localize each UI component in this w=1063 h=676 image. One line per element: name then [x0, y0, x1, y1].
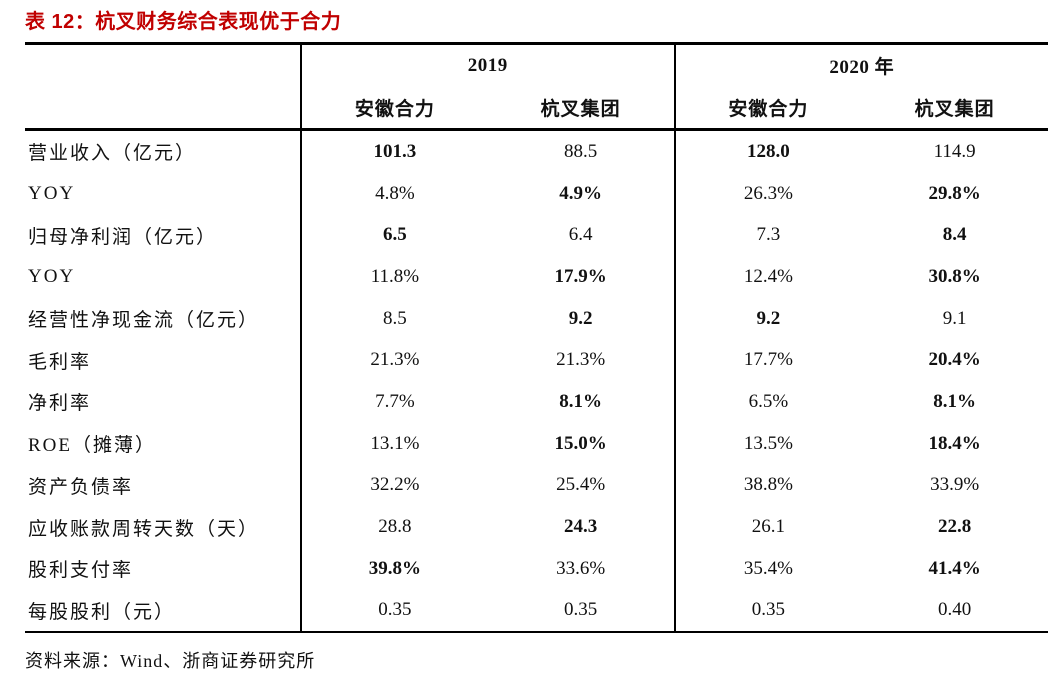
financial-comparison-table: 2019 2020 年 安徽合力 杭叉集团 安徽合力 杭叉集团 营业收入（亿元）…	[25, 42, 1049, 634]
cell-2020-heli: 13.5%	[674, 422, 862, 465]
cell-2020-hangcha: 33.9%	[861, 464, 1049, 507]
cell-2019-hangcha: 33.6%	[487, 547, 676, 590]
row-label: 应收账款周转天数（天）	[25, 506, 302, 548]
cell-2020-hangcha: 18.4%	[861, 422, 1049, 465]
cell-2019-heli: 21.3%	[301, 339, 488, 382]
cell-2019-heli: 4.8%	[301, 172, 488, 215]
cell-2020-hangcha: 20.4%	[861, 339, 1049, 382]
cell-2020-heli: 26.1	[674, 506, 862, 548]
cell-2019-hangcha: 8.1%	[487, 381, 676, 423]
cell-2020-heli: 6.5%	[674, 381, 862, 423]
cell-2019-hangcha: 4.9%	[487, 172, 676, 215]
cell-2020-heli: 128.0	[674, 129, 862, 173]
table-row: 股利支付率 39.8% 33.6% 35.4% 41.4%	[25, 547, 1049, 590]
company-header-2020-hangcha: 杭叉集团	[861, 86, 1049, 131]
table-row: 资产负债率 32.2% 25.4% 38.8% 33.9%	[25, 464, 1049, 507]
row-label: 资产负债率	[25, 464, 302, 507]
cell-2020-hangcha: 8.4	[861, 214, 1049, 257]
table-row: 经营性净现金流（亿元） 8.5 9.2 9.2 9.1	[25, 297, 1049, 340]
row-label: 经营性净现金流（亿元）	[25, 297, 302, 340]
cell-2019-hangcha: 17.9%	[487, 256, 676, 298]
cell-2019-hangcha: 25.4%	[487, 464, 676, 507]
table-row: 净利率 7.7% 8.1% 6.5% 8.1%	[25, 381, 1049, 423]
row-label: YOY	[25, 172, 302, 215]
cell-2020-hangcha: 114.9	[861, 129, 1049, 173]
cell-2019-hangcha: 6.4	[487, 214, 676, 257]
cell-2019-heli: 32.2%	[301, 464, 488, 507]
cell-2020-hangcha: 9.1	[861, 297, 1049, 340]
cell-2020-heli: 7.3	[674, 214, 862, 257]
row-label: 股利支付率	[25, 547, 302, 590]
year-header-row: 2019 2020 年	[25, 42, 1049, 86]
cell-2020-heli: 9.2	[674, 297, 862, 340]
company-header-2020-heli: 安徽合力	[674, 86, 862, 131]
table-row: ROE（摊薄） 13.1% 15.0% 13.5% 18.4%	[25, 422, 1049, 465]
table-body: 营业收入（亿元） 101.3 88.5 128.0 114.9 YOY 4.8%…	[25, 129, 1049, 634]
cell-2020-hangcha: 29.8%	[861, 172, 1049, 215]
row-label: 净利率	[25, 381, 302, 423]
cell-2020-heli: 0.35	[674, 589, 862, 634]
table-row: YOY 4.8% 4.9% 26.3% 29.8%	[25, 172, 1049, 215]
cell-2019-hangcha: 9.2	[487, 297, 676, 340]
year-header-2019: 2019	[301, 42, 676, 86]
company-header-row: 安徽合力 杭叉集团 安徽合力 杭叉集团	[25, 86, 1049, 131]
header-spacer	[25, 42, 302, 86]
table-row: 营业收入（亿元） 101.3 88.5 128.0 114.9	[25, 129, 1049, 173]
cell-2019-hangcha: 0.35	[487, 589, 676, 634]
table-title: 表 12：杭叉财务综合表现优于合力	[25, 11, 342, 33]
cell-2019-heli: 8.5	[301, 297, 488, 340]
cell-2019-heli: 0.35	[301, 589, 488, 634]
table-row: 应收账款周转天数（天） 28.8 24.3 26.1 22.8	[25, 506, 1049, 548]
cell-2019-heli: 13.1%	[301, 422, 488, 465]
cell-2020-hangcha: 30.8%	[861, 256, 1049, 298]
cell-2019-hangcha: 15.0%	[487, 422, 676, 465]
cell-2020-hangcha: 41.4%	[861, 547, 1049, 590]
row-label: 归母净利润（亿元）	[25, 214, 302, 257]
cell-2020-heli: 12.4%	[674, 256, 862, 298]
header-spacer	[25, 86, 302, 131]
row-label: 每股股利（元）	[25, 589, 302, 634]
cell-2020-heli: 35.4%	[674, 547, 862, 590]
table-row: 毛利率 21.3% 21.3% 17.7% 20.4%	[25, 339, 1049, 382]
table-row: 每股股利（元） 0.35 0.35 0.35 0.40	[25, 589, 1049, 634]
cell-2019-heli: 101.3	[301, 129, 488, 173]
cell-2020-heli: 17.7%	[674, 339, 862, 382]
table-row: 归母净利润（亿元） 6.5 6.4 7.3 8.4	[25, 214, 1049, 257]
row-label: YOY	[25, 256, 302, 298]
table-header: 2019 2020 年 安徽合力 杭叉集团 安徽合力 杭叉集团	[25, 42, 1049, 131]
cell-2019-heli: 11.8%	[301, 256, 488, 298]
cell-2019-hangcha: 88.5	[487, 129, 676, 173]
cell-2020-heli: 26.3%	[674, 172, 862, 215]
company-header-2019-heli: 安徽合力	[301, 86, 488, 131]
cell-2019-heli: 28.8	[301, 506, 488, 548]
year-header-2020: 2020 年	[674, 42, 1049, 86]
row-label: 营业收入（亿元）	[25, 129, 302, 173]
cell-2019-heli: 39.8%	[301, 547, 488, 590]
table-row: YOY 11.8% 17.9% 12.4% 30.8%	[25, 256, 1049, 298]
source-note: 资料来源：Wind、浙商证券研究所	[25, 651, 316, 672]
cell-2020-heli: 38.8%	[674, 464, 862, 507]
row-label: ROE（摊薄）	[25, 422, 302, 465]
cell-2020-hangcha: 0.40	[861, 589, 1049, 634]
cell-2019-heli: 6.5	[301, 214, 488, 257]
company-header-2019-hangcha: 杭叉集团	[487, 86, 676, 131]
cell-2019-hangcha: 24.3	[487, 506, 676, 548]
cell-2020-hangcha: 8.1%	[861, 381, 1049, 423]
cell-2019-heli: 7.7%	[301, 381, 488, 423]
cell-2020-hangcha: 22.8	[861, 506, 1049, 548]
cell-2019-hangcha: 21.3%	[487, 339, 676, 382]
row-label: 毛利率	[25, 339, 302, 382]
